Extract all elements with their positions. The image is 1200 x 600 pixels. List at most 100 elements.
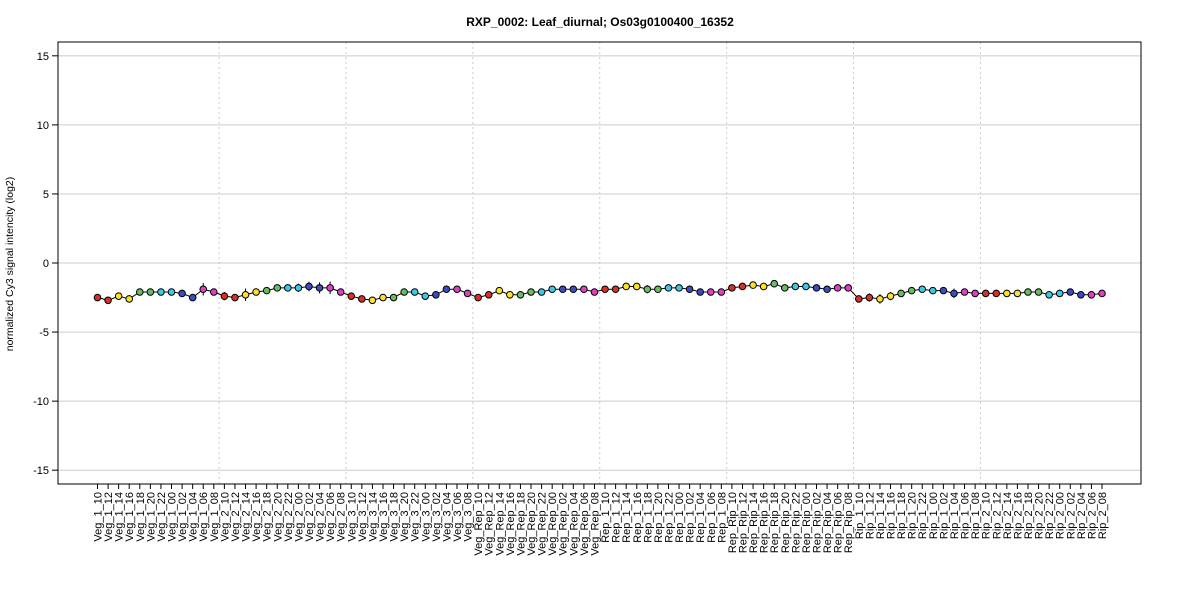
x-tick-label: Rep_1_08 [716, 492, 728, 543]
data-point [135, 288, 144, 296]
x-tick-label: Veg_1_10 [93, 492, 105, 542]
data-point [442, 285, 451, 294]
x-tick-label: Veg_3_18 [389, 492, 401, 542]
x-tick-label: Rep_Rip_06 [833, 492, 845, 553]
data-point [833, 284, 842, 292]
x-tick-label: Veg_2_20 [272, 492, 284, 542]
data-point [738, 282, 747, 291]
x-tick-label: Veg_2_10 [219, 492, 231, 542]
x-tick-label: Veg_Rep_06 [579, 492, 591, 556]
x-tick-label: Veg_Rep_00 [547, 492, 559, 556]
x-tick-label: Rip_2_16 [1012, 492, 1024, 539]
data-point [632, 282, 641, 291]
data-point [347, 292, 356, 300]
data-point [157, 288, 165, 296]
grid-lines [58, 42, 1141, 484]
x-tick-label: Veg_1_06 [198, 492, 210, 542]
x-tick-label: Rip_1_16 [886, 492, 898, 539]
x-tick-label: Veg_2_00 [293, 492, 305, 542]
x-tick-label: Veg_Rep_04 [568, 492, 580, 556]
data-point [1098, 289, 1106, 298]
data-point [1003, 289, 1011, 298]
x-tick-label: Veg_2_12 [230, 492, 242, 542]
x-tick-label: Rep_Rip_10 [727, 492, 739, 553]
x-tick-label: Veg_1_20 [145, 492, 157, 542]
data-point [506, 290, 514, 299]
data-point [421, 292, 430, 300]
data-point [844, 284, 853, 292]
x-tick-label: Rep_1_16 [632, 492, 644, 543]
data-point [886, 292, 895, 300]
data-point [1066, 288, 1075, 296]
data-point [971, 289, 979, 298]
x-tick-label: Veg_2_08 [336, 492, 348, 542]
data-point [939, 286, 948, 295]
data-point [220, 292, 229, 300]
x-tick-label: Rip_2_20 [1034, 492, 1046, 539]
data-point [495, 286, 504, 295]
x-tick-label: Rip_1_00 [928, 492, 940, 539]
data-point [664, 284, 673, 292]
x-tick-label: Rep_Rip_18 [769, 492, 781, 553]
x-tick-label: Rip_1_14 [875, 492, 887, 539]
data-point [199, 285, 208, 294]
data-point [104, 296, 112, 305]
y-axis-label: normalized Cy3 signal intencity (log2) [4, 177, 16, 352]
data-point [728, 284, 736, 292]
y-tick-label: 15 [37, 51, 49, 63]
data-point [749, 281, 757, 289]
x-tick-label: Veg_1_08 [209, 492, 221, 542]
data-point [569, 285, 578, 294]
data-point [558, 285, 567, 294]
data-point [284, 284, 292, 292]
x-tick-label: Rip_1_20 [907, 492, 919, 539]
data-point [326, 284, 334, 292]
x-tick-label: Rip_2_14 [1002, 492, 1014, 539]
data-point [812, 284, 821, 292]
data-point [336, 288, 345, 296]
x-tick-label: Veg_1_04 [188, 492, 200, 542]
x-tick-label: Veg_1_12 [103, 492, 115, 542]
data-point [1055, 289, 1064, 298]
x-tick-label: Veg_3_08 [463, 492, 475, 542]
data-point [453, 285, 461, 294]
x-tick-label: Veg_Rep_02 [558, 492, 570, 556]
x-tick-label: Veg_2_22 [283, 492, 295, 542]
data-point [685, 285, 694, 294]
data-point [791, 282, 800, 291]
data-point [770, 279, 779, 288]
x-tick-label: Rip_1_02 [938, 492, 950, 539]
x-tick-label: Rep_Rip_16 [759, 492, 771, 553]
x-tick-label: Veg_3_20 [399, 492, 411, 542]
x-tick-label: Veg_3_22 [410, 492, 422, 542]
x-tick-label: Rep_1_06 [706, 492, 718, 543]
data-point [643, 285, 652, 294]
x-tick-label: Veg_3_00 [420, 492, 432, 542]
x-tick-label: Veg_1_16 [124, 492, 136, 542]
data-point [262, 286, 271, 295]
data-point [210, 288, 218, 296]
x-tick-label: Rep_Rip_12 [737, 492, 749, 553]
x-tick-label: Veg_2_18 [262, 492, 274, 542]
data-point [929, 286, 937, 295]
data-point [981, 289, 990, 298]
data-point [918, 285, 927, 294]
data-point [167, 288, 176, 296]
x-tick-label: Rip_1_08 [970, 492, 982, 539]
x-tick-label: Rep_1_00 [674, 492, 686, 543]
y-axis: -15 -10 -5 0 5 10 15 [33, 51, 58, 477]
data-point [654, 285, 662, 294]
data-point [622, 282, 630, 291]
plot-frame [57, 41, 1142, 485]
y-tick-label: 5 [43, 189, 49, 201]
data-point [907, 286, 916, 295]
data-point [960, 288, 969, 296]
x-tick-label: Veg_Rep_14 [494, 492, 506, 556]
data-point [897, 289, 905, 298]
x-tick-label: Veg_Rep_10 [473, 492, 485, 556]
x-tick-label: Veg_3_02 [431, 492, 443, 542]
data-point [706, 288, 715, 296]
x-tick-label: Veg_Rep_16 [505, 492, 517, 556]
x-tick-label: Rep_Rip_14 [748, 492, 760, 553]
